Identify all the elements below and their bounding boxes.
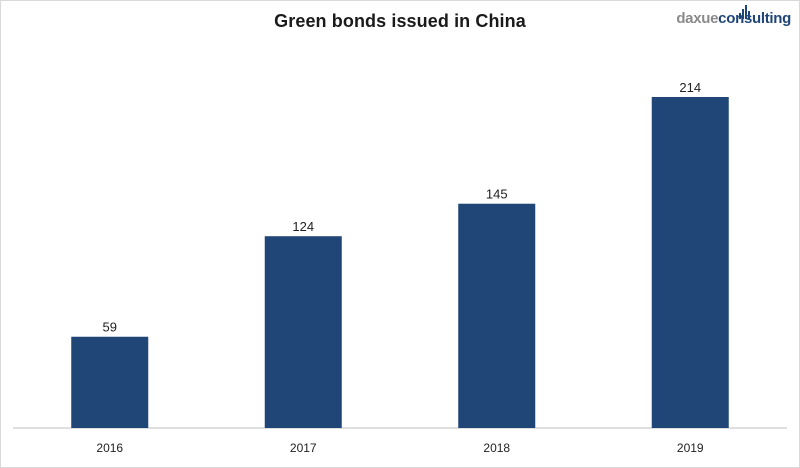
data-label-2016: 59 [103, 320, 117, 335]
x-tick-label-2019: 2019 [677, 441, 704, 455]
chart-title: Green bonds issued in China [274, 11, 526, 31]
bar-2017 [264, 236, 342, 428]
x-tick-label-2018: 2018 [483, 441, 510, 455]
x-tick-label-2016: 2016 [96, 441, 123, 455]
bar-2016 [71, 336, 149, 428]
bar-2018 [458, 203, 536, 428]
data-label-2018: 145 [486, 187, 508, 202]
data-label-2017: 124 [292, 219, 314, 234]
x-tick-label-2017: 2017 [290, 441, 317, 455]
bar-2019 [651, 97, 729, 428]
data-label-2019: 214 [679, 80, 701, 95]
logo-wordmark: daxueconsulting [676, 10, 791, 27]
brand-logo: daxueconsulting [676, 5, 791, 35]
